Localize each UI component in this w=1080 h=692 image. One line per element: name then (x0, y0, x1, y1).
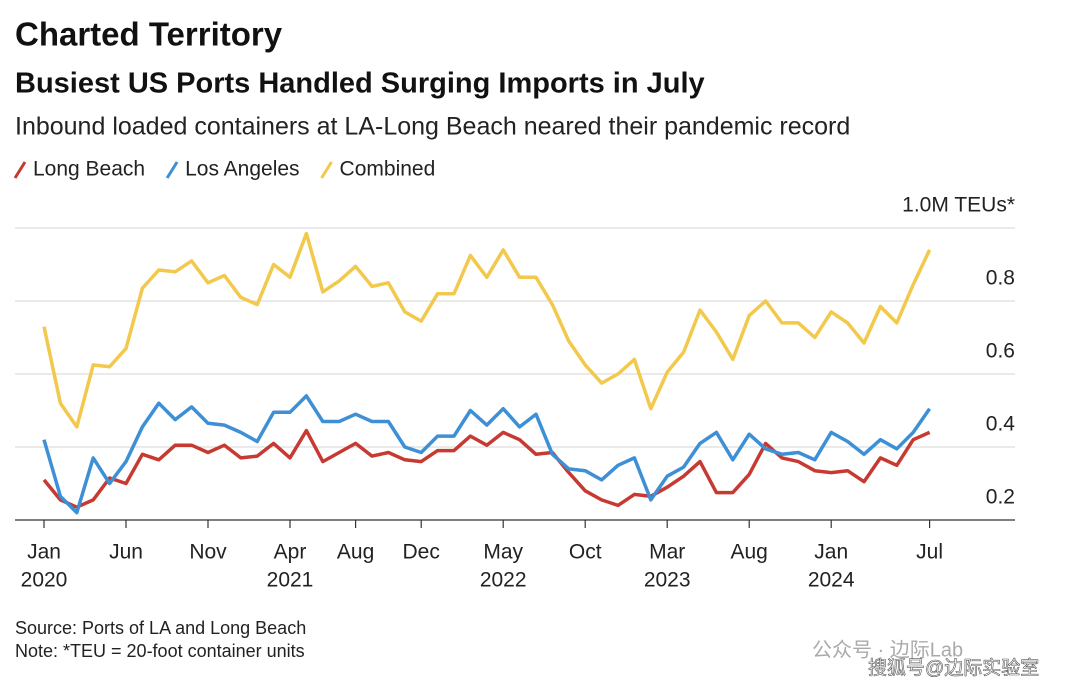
x-tick-year: 2021 (267, 569, 314, 592)
watermark: 公众号 · 边际Lab (812, 638, 963, 661)
x-tick-label: Jan (27, 541, 61, 564)
x-tick-year: 2022 (480, 569, 527, 592)
y-tick-label: 0.4 (986, 413, 1016, 436)
series-line (42, 428, 931, 509)
kicker: Charted Territory (15, 16, 283, 53)
x-tick-label: Apr (274, 541, 307, 564)
legend-marker (165, 161, 179, 179)
y-tick-label: 0.8 (986, 267, 1015, 290)
legend-label: Combined (340, 158, 436, 181)
x-tick-label: Mar (649, 541, 685, 564)
y-tick-label: 1.0M TEUs* (902, 194, 1015, 217)
legend-label: Long Beach (33, 158, 145, 181)
x-tick-label: Dec (403, 541, 440, 564)
chart-title: Busiest US Ports Handled Surging Imports… (15, 68, 705, 100)
x-tick-label: Jun (109, 541, 143, 564)
x-tick-year: 2023 (644, 569, 691, 592)
chart-subtitle: Inbound loaded containers at LA-Long Bea… (15, 113, 850, 141)
watermark: 搜狐号@边际实验室 (868, 657, 1039, 679)
x-tick-label: May (483, 541, 523, 564)
y-tick-label: 0.6 (986, 340, 1015, 363)
x-tick-year: 2024 (808, 569, 855, 592)
x-tick-label: Jan (814, 541, 848, 564)
series-line (42, 231, 932, 429)
note: Note: *TEU = 20-foot container units (15, 641, 305, 661)
source: Source: Ports of LA and Long Beach (15, 618, 306, 638)
x-tick-label: Aug (337, 541, 374, 564)
legend-marker (320, 161, 333, 179)
x-tick-label: Aug (731, 541, 768, 564)
y-tick-label: 0.2 (986, 486, 1015, 509)
x-tick-label: Nov (189, 541, 227, 564)
legend-marker (13, 161, 27, 179)
series-line (42, 394, 932, 515)
x-tick-label: Jul (916, 541, 943, 564)
x-tick-label: Oct (569, 541, 602, 564)
x-tick-year: 2020 (21, 569, 68, 592)
legend-label: Los Angeles (185, 158, 299, 181)
